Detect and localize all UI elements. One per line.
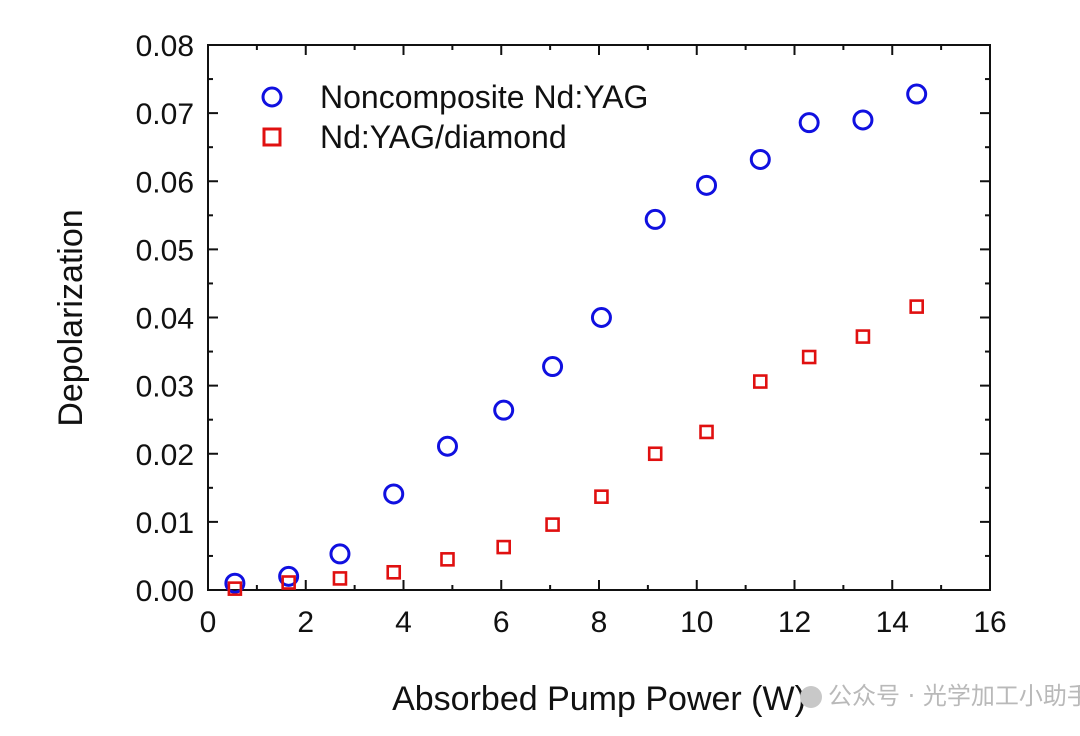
data-point-noncomposite bbox=[224, 572, 246, 594]
watermark: 公众号 · 光学加工小助手 bbox=[800, 676, 1080, 711]
x-tick-label: 14 bbox=[876, 606, 909, 639]
data-point-diamond bbox=[752, 374, 768, 389]
x-tick-label: 6 bbox=[493, 606, 510, 639]
data-point-diamond bbox=[227, 581, 243, 596]
x-tick-label: 16 bbox=[973, 606, 1006, 639]
data-point-diamond bbox=[594, 489, 609, 504]
data-point-noncomposite bbox=[798, 112, 820, 134]
axis-ticks: 0 2 4 6 8 10 12 14 16 0.00 0.01 0.02 0.03 0.04 0.05 0.0… bbox=[136, 30, 1007, 639]
watermark-text: 公众号 · 光学加工小助手 bbox=[828, 682, 1080, 710]
data-point-diamond bbox=[496, 539, 511, 555]
x-tick-label: 2 bbox=[297, 606, 314, 639]
data-point-noncomposite bbox=[749, 148, 771, 170]
data-point-noncomposite bbox=[542, 356, 564, 378]
data-point-diamond bbox=[545, 517, 560, 532]
data-point-noncomposite bbox=[696, 174, 718, 196]
y-tick-label: 0.07 bbox=[136, 98, 194, 131]
y-tick-label: 0.02 bbox=[136, 439, 194, 472]
legend: Noncomposite Nd:YAG Nd:YAG/diamond bbox=[261, 79, 648, 155]
data-marks bbox=[224, 83, 928, 596]
y-tick-label: 0.01 bbox=[136, 507, 194, 540]
data-point-noncomposite bbox=[906, 83, 928, 105]
x-tick-label: 10 bbox=[680, 606, 713, 639]
data-point-diamond bbox=[440, 552, 455, 567]
x-tick-label: 12 bbox=[778, 606, 811, 639]
y-tick-label: 0.00 bbox=[136, 575, 194, 608]
y-tick-label: 0.05 bbox=[136, 234, 194, 267]
data-point-noncomposite bbox=[852, 109, 874, 131]
data-point-noncomposite bbox=[590, 307, 612, 328]
data-point-diamond bbox=[699, 424, 714, 440]
data-point-diamond bbox=[386, 564, 402, 580]
data-point-diamond bbox=[281, 575, 296, 590]
data-point-noncomposite bbox=[436, 435, 458, 457]
y-tick-label: 0.06 bbox=[136, 166, 194, 199]
data-point-noncomposite bbox=[493, 399, 515, 421]
x-axis-label: Absorbed Pump Power (W) bbox=[392, 680, 806, 718]
data-point-noncomposite bbox=[278, 565, 300, 587]
data-point-diamond bbox=[332, 571, 348, 586]
y-tick-label: 0.04 bbox=[136, 303, 194, 336]
legend-marker-circle bbox=[261, 86, 283, 108]
y-axis-label: Depolarization bbox=[52, 209, 90, 426]
legend-label-noncomposite: Noncomposite Nd:YAG bbox=[320, 79, 648, 115]
wechat-icon bbox=[800, 686, 822, 708]
x-tick-label: 0 bbox=[200, 606, 217, 639]
data-point-diamond bbox=[647, 446, 663, 462]
y-tick-label: 0.03 bbox=[136, 371, 194, 404]
x-tick-label: 4 bbox=[395, 606, 412, 639]
x-tick-label: 8 bbox=[591, 606, 608, 639]
y-tick-label: 0.08 bbox=[136, 30, 194, 63]
data-point-diamond bbox=[855, 329, 871, 344]
data-point-diamond bbox=[801, 349, 817, 365]
data-point-diamond bbox=[909, 299, 924, 314]
data-point-noncomposite bbox=[644, 208, 666, 230]
legend-label-diamond: Nd:YAG/diamond bbox=[320, 119, 567, 155]
data-point-noncomposite bbox=[383, 483, 405, 505]
legend-marker-square bbox=[262, 127, 282, 147]
data-point-noncomposite bbox=[329, 543, 351, 565]
